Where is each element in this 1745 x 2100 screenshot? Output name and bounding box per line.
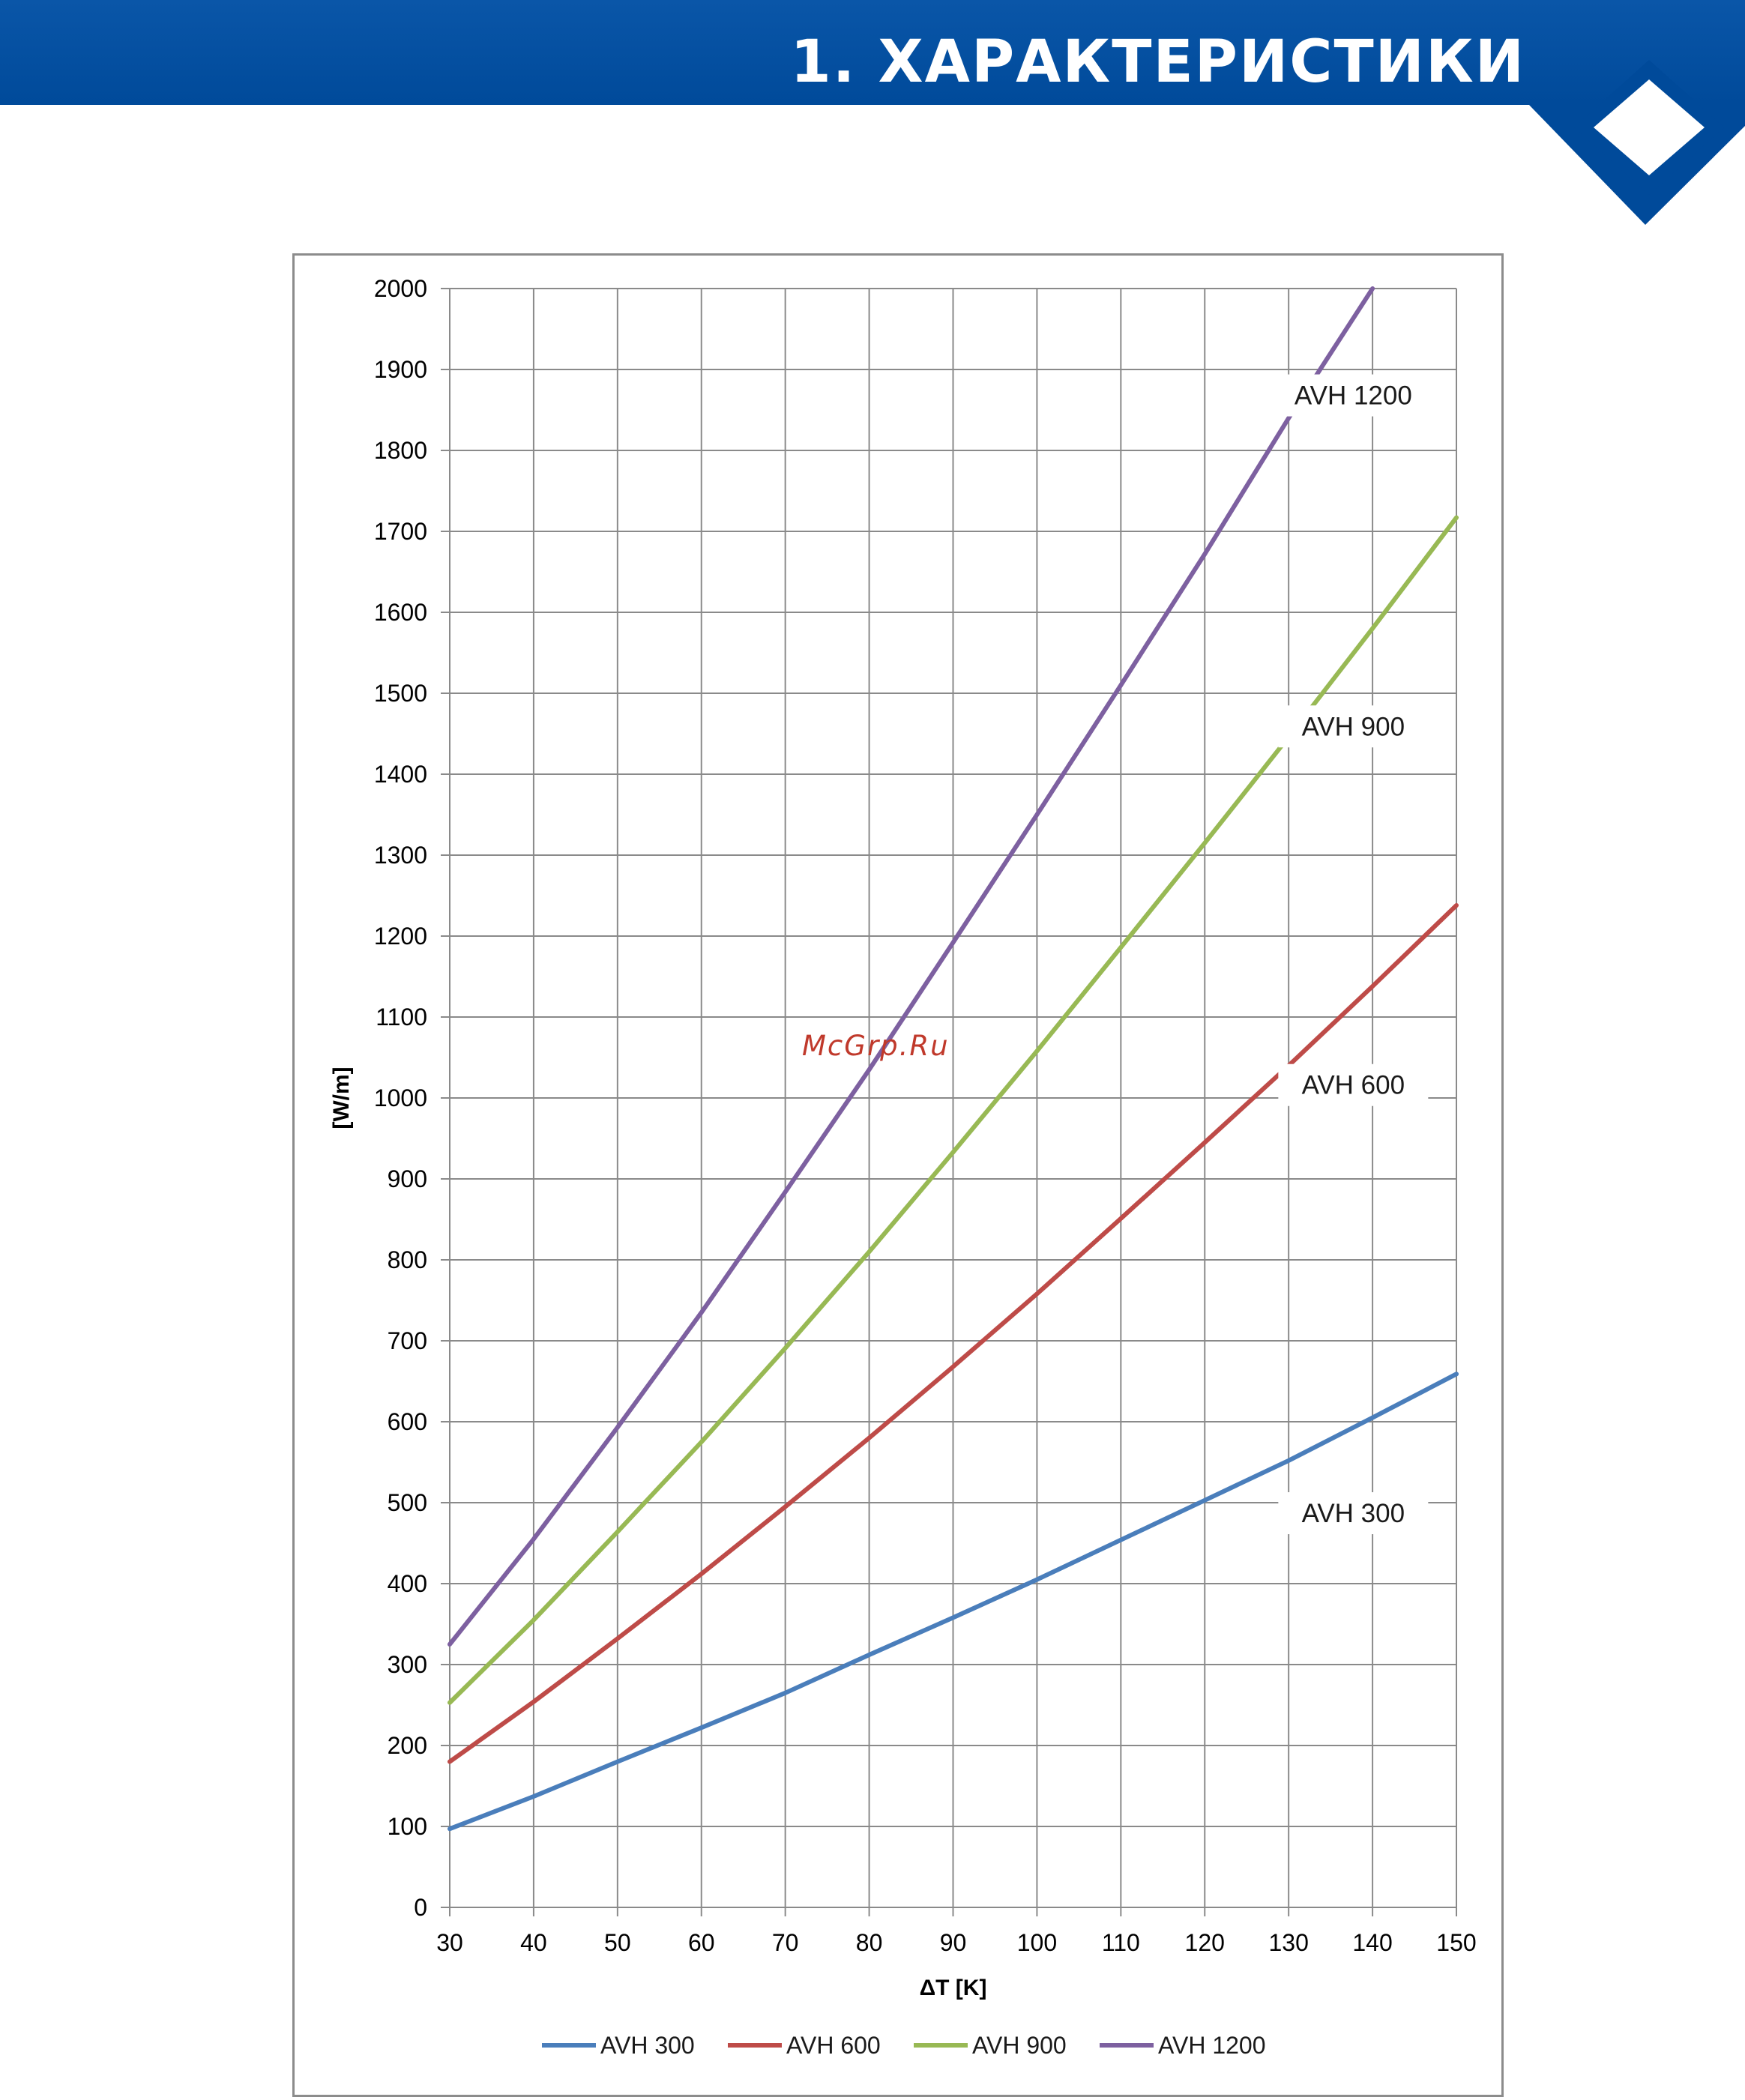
y-tick-label: 1200: [374, 923, 427, 950]
y-tick-label: 0: [414, 1894, 427, 1921]
x-tick-label: 110: [1102, 1929, 1140, 1956]
header-band: [0, 0, 1745, 105]
y-tick-label: 200: [388, 1732, 427, 1759]
y-tick-label: 900: [388, 1165, 427, 1192]
x-axis-label: ΔT [K]: [920, 1976, 987, 2000]
y-tick-label: 600: [388, 1408, 427, 1435]
y-tick-label: 1100: [376, 1004, 427, 1031]
x-tick-label: 120: [1185, 1929, 1225, 1956]
y-tick-label: 1600: [374, 599, 427, 626]
y-tick-label: 1000: [374, 1084, 427, 1111]
series-label-box: [1278, 1063, 1429, 1106]
page-title: 1. ХАРАКТЕРИСТИКИ: [790, 28, 1525, 96]
y-tick-label: 1900: [374, 356, 427, 383]
series-line-avh-300: [447, 1372, 1459, 1832]
logo-diamond-icon: [1529, 60, 1745, 225]
y-tick-label: 100: [388, 1813, 427, 1840]
legend-item-avh-900: AVH 900: [972, 2032, 1067, 2059]
series-labels: AVH 300 AVH 600 AVH 900 AVH 1200: [1278, 374, 1429, 1535]
x-tick-label: 60: [688, 1929, 715, 1956]
y-tick-labels: 0 100 200 300 400 500 600 700 800 900 1000 1100 1200…: [374, 275, 427, 1921]
x-tick-label: 70: [772, 1929, 799, 1956]
y-tick-label: 1800: [374, 437, 427, 464]
y-tick-label: 1300: [374, 842, 427, 869]
x-tick-labels: 30 40 50 60 70 80 90 100 110 120 130 140 150: [436, 1929, 1476, 1956]
x-tick-label: 80: [856, 1929, 883, 1956]
series-line-avh-1200: [447, 286, 1375, 1647]
legend-item-avh-1200: AVH 1200: [1158, 2032, 1266, 2059]
x-tick-label: 50: [604, 1929, 631, 1956]
y-tick-label: 500: [388, 1489, 427, 1516]
chart-svg: 0 100 200 300 400 500 600 700 800 900 1000 1100 1200…: [329, 275, 1477, 2059]
y-tick-label: 1400: [374, 761, 427, 788]
y-tick-label: 400: [388, 1570, 427, 1597]
y-tick-label: 1700: [374, 518, 427, 545]
y-tick-label: 1500: [374, 680, 427, 707]
y-tick-label: 2000: [374, 275, 427, 302]
x-tick-label: 130: [1268, 1929, 1308, 1956]
x-tick-label: 100: [1017, 1929, 1057, 1956]
x-tick-label: 30: [436, 1929, 463, 1956]
chart-area: 0 100 200 300 400 500 600 700 800 900 1000 1100 1200…: [292, 253, 1504, 2097]
watermark-text: McGrp.Ru: [802, 1030, 950, 1062]
chart-legend: AVH 300 AVH 600 AVH 900 AVH 1200: [542, 2032, 1266, 2059]
legend-item-avh-600: AVH 600: [786, 2032, 881, 2059]
series-label-avh-600: AVH 600: [1302, 1071, 1405, 1100]
y-tick-label: 800: [388, 1246, 427, 1273]
x-tick-label: 40: [520, 1929, 547, 1956]
y-tick-label: 300: [388, 1651, 427, 1678]
series-label-box: [1278, 374, 1429, 417]
x-tick-label: 90: [940, 1929, 967, 1956]
x-tick-label: 150: [1436, 1929, 1476, 1956]
y-tick-label: 700: [388, 1327, 427, 1354]
series-label-avh-900: AVH 900: [1302, 712, 1405, 741]
series-label-box: [1278, 705, 1429, 748]
series-label-avh-1200: AVH 1200: [1295, 381, 1412, 411]
y-axis-label: [W/m]: [329, 1066, 354, 1129]
series-label-box: [1278, 1492, 1429, 1535]
legend-item-avh-300: AVH 300: [600, 2032, 695, 2059]
x-tick-label: 140: [1352, 1929, 1392, 1956]
series-label-avh-300: AVH 300: [1302, 1499, 1405, 1528]
